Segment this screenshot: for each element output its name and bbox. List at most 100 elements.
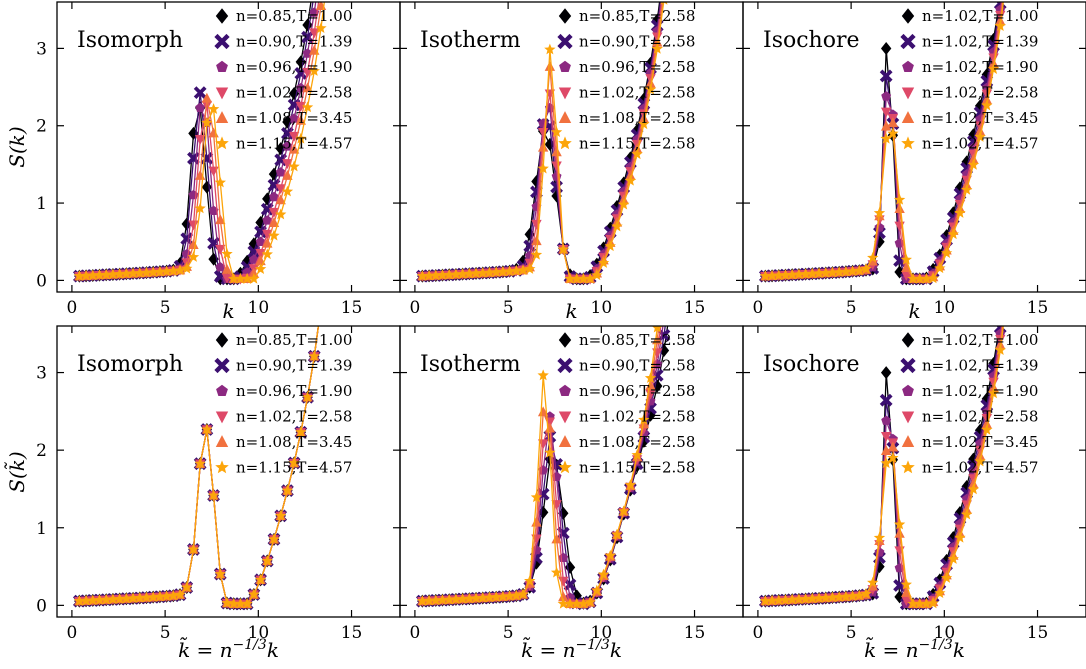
data-point bbox=[201, 92, 213, 103]
x-axis-label-top-1: k bbox=[222, 299, 234, 323]
data-point bbox=[645, 56, 656, 70]
data-point bbox=[80, 594, 92, 606]
data-point bbox=[571, 272, 583, 284]
data-point bbox=[779, 269, 792, 280]
data-point bbox=[93, 594, 106, 605]
legend-entry: n=1.02,T=3.45 bbox=[901, 109, 1038, 127]
data-point bbox=[564, 272, 576, 284]
data-point bbox=[631, 143, 643, 154]
data-point bbox=[674, 210, 681, 217]
data-point bbox=[558, 460, 572, 474]
legend-label: n=0.96,T=2.58 bbox=[579, 382, 695, 400]
data-point bbox=[308, 350, 320, 362]
data-point bbox=[873, 531, 886, 543]
data-point bbox=[651, 326, 663, 333]
data-point bbox=[254, 263, 267, 274]
data-point bbox=[893, 193, 906, 205]
data-point bbox=[436, 594, 449, 605]
data-point bbox=[194, 135, 206, 145]
data-point bbox=[470, 592, 482, 604]
data-point bbox=[120, 267, 133, 279]
data-point bbox=[557, 357, 573, 374]
data-point bbox=[786, 593, 798, 605]
data-point bbox=[644, 372, 657, 383]
data-point bbox=[140, 266, 153, 278]
data-point bbox=[806, 592, 819, 604]
data-point bbox=[295, 82, 306, 93]
data-point bbox=[902, 384, 914, 397]
data-point bbox=[820, 267, 832, 278]
data-point bbox=[773, 269, 785, 281]
data-point bbox=[793, 268, 805, 280]
data-point bbox=[611, 528, 623, 540]
data-point bbox=[551, 146, 562, 157]
legend-entry: n=1.02,T=1.39 bbox=[900, 357, 1038, 375]
legend-entry: n=0.90,T=2.58 bbox=[557, 33, 695, 51]
data-point bbox=[160, 590, 173, 602]
data-point bbox=[806, 267, 819, 279]
legend-label: n=0.90,T=2.58 bbox=[579, 33, 695, 51]
data-point bbox=[456, 268, 469, 279]
data-point bbox=[530, 248, 543, 260]
x-axis-label-bottom-1: k̃ = n−1/3k bbox=[178, 636, 279, 662]
legend-entry: n=1.02,T=2.58 bbox=[901, 408, 1038, 426]
data-point bbox=[215, 8, 229, 24]
data-point bbox=[645, 77, 656, 88]
data-point bbox=[195, 102, 206, 113]
data-point bbox=[968, 478, 979, 489]
data-point bbox=[228, 272, 240, 284]
data-point bbox=[261, 248, 273, 260]
legend-label: n=1.02,T=3.45 bbox=[922, 433, 1038, 451]
panel-title: Isotherm bbox=[420, 352, 521, 377]
data-point bbox=[456, 593, 469, 604]
data-point bbox=[591, 584, 603, 596]
series-6 bbox=[759, 2, 1006, 284]
data-point bbox=[315, 22, 327, 34]
data-point bbox=[665, 178, 676, 189]
data-point bbox=[558, 591, 569, 602]
data-point bbox=[207, 489, 220, 501]
legend-entry: n=1.02,T=2.58 bbox=[215, 84, 352, 102]
legend-entry: n=1.15,T=4.57 bbox=[215, 459, 352, 477]
data-point bbox=[584, 272, 596, 284]
data-point bbox=[645, 408, 656, 422]
x-tick-label: 10 bbox=[934, 298, 956, 318]
legend-label: n=1.02,T=2.58 bbox=[922, 84, 1038, 102]
marker-stroke bbox=[1010, 201, 1017, 208]
panel-plot-area bbox=[72, 2, 327, 286]
data-point bbox=[766, 594, 778, 606]
data-point bbox=[901, 332, 915, 348]
data-point bbox=[914, 272, 926, 284]
marker-stroke bbox=[557, 357, 573, 374]
data-point bbox=[214, 357, 230, 374]
data-point bbox=[551, 533, 562, 544]
data-point bbox=[887, 452, 899, 463]
data-point bbox=[659, 298, 669, 308]
data-point bbox=[100, 593, 112, 605]
data-point bbox=[470, 267, 482, 279]
data-point bbox=[331, 155, 338, 162]
x-tick-label: 10 bbox=[248, 623, 270, 643]
x-tick-label: 5 bbox=[503, 623, 514, 643]
data-point bbox=[880, 107, 892, 118]
data-point bbox=[846, 590, 859, 602]
y-tick-label: 3 bbox=[36, 39, 47, 59]
data-point bbox=[873, 207, 886, 218]
data-point bbox=[281, 484, 294, 496]
data-point bbox=[443, 268, 455, 280]
data-point bbox=[907, 272, 919, 284]
data-point bbox=[638, 413, 650, 425]
x-tick-label: 0 bbox=[409, 623, 420, 643]
legend-entry: n=0.85,T=1.00 bbox=[215, 7, 352, 25]
x-tick-label: 0 bbox=[752, 298, 763, 318]
data-point bbox=[282, 159, 293, 170]
panel-plot-area bbox=[72, 155, 338, 611]
y-tick-label: 0 bbox=[36, 271, 47, 291]
data-point bbox=[248, 272, 260, 284]
data-point bbox=[598, 241, 609, 255]
x-tick-label: 0 bbox=[66, 298, 77, 318]
legend-entry: n=0.85,T=2.58 bbox=[558, 331, 695, 349]
data-point bbox=[262, 229, 273, 240]
data-point bbox=[1002, 276, 1012, 285]
data-point bbox=[558, 435, 572, 447]
